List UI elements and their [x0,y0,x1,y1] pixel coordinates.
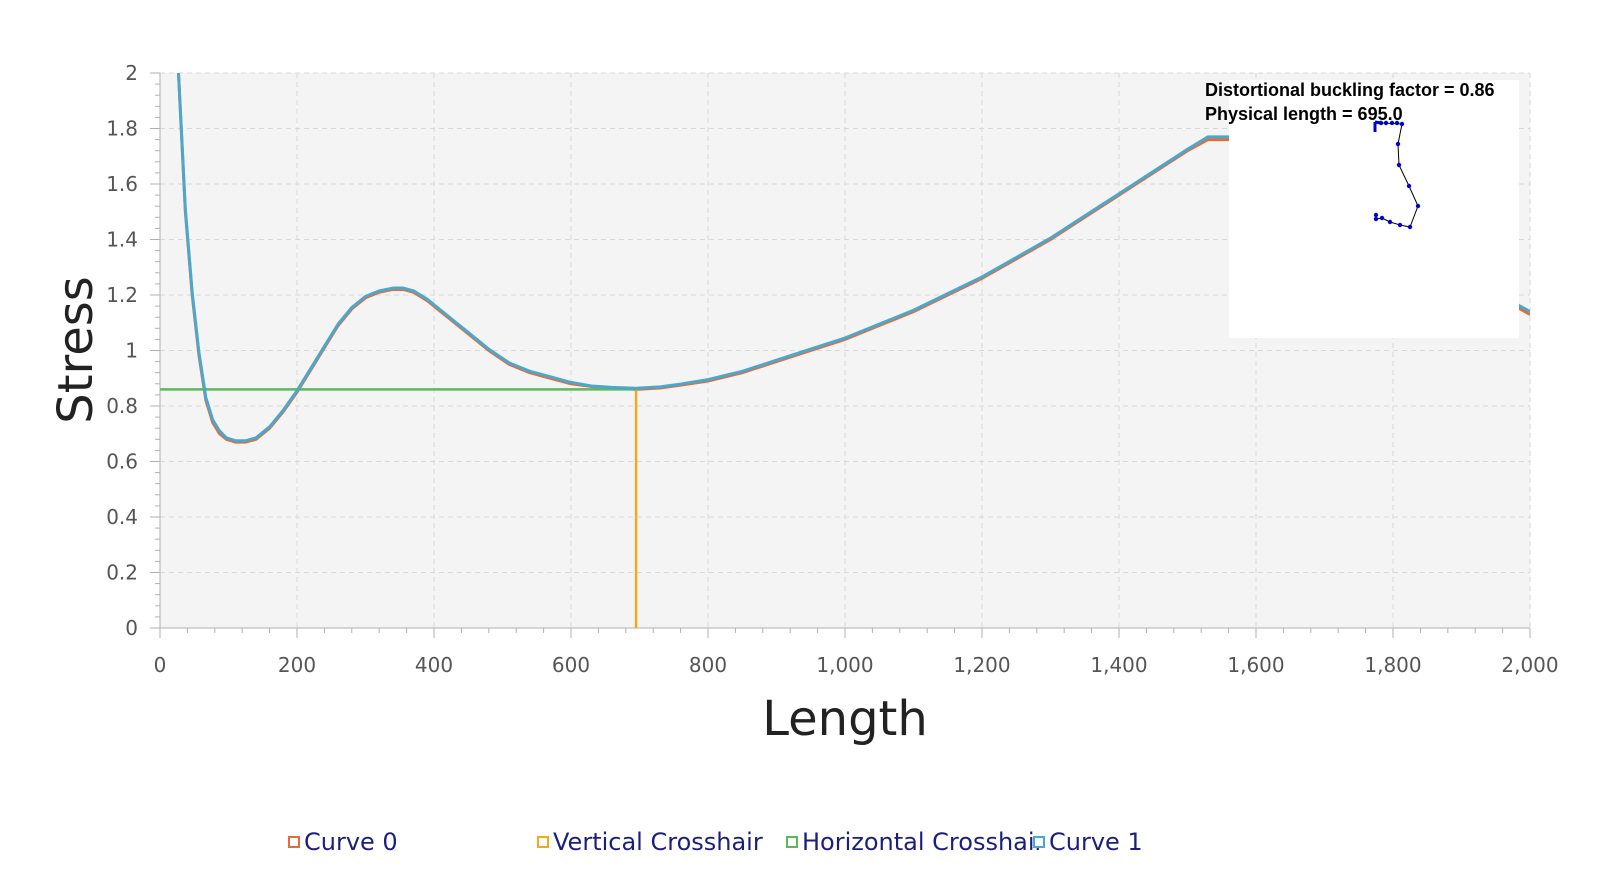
section-node [1378,120,1384,126]
section-node [1395,141,1401,147]
legend-swatch-icon [288,836,300,848]
y-tick-label: 0.2 [106,561,138,585]
x-tick-label: 2,000 [1501,653,1558,677]
legend-label: Vertical Crosshair [553,828,763,856]
x-tick-label: 800 [689,653,727,677]
section-node [1389,120,1395,126]
section-node [1397,222,1403,228]
x-tick-label: 1,000 [816,653,873,677]
legend-item-curve-0[interactable]: Curve 0 [288,828,398,856]
y-tick-label: 0.4 [106,505,138,529]
x-tick-label: 200 [278,653,316,677]
section-node [1373,212,1379,218]
mode-shape-inset: Distortional buckling factor = 0.86 Phys… [1205,80,1519,338]
annotation-line-1: Distortional buckling factor = 0.86 [1205,80,1495,100]
section-node [1379,215,1385,221]
y-tick-label: 0.8 [106,394,138,418]
legend-label: Horizontal Crosshair [802,828,1045,856]
y-tick-label: 0 [125,616,138,640]
section-node [1406,183,1412,189]
section-node [1394,120,1400,126]
section-node [1383,120,1389,126]
x-tick-label: 1,400 [1090,653,1147,677]
cross-section-shape [1373,120,1421,230]
series-group [160,73,1530,628]
legend: Curve 0 Vertical Crosshair Horizontal Cr… [0,828,1620,868]
legend-item-curve-1[interactable]: Curve 1 [1033,828,1143,856]
legend-item-vertical-crosshair[interactable]: Vertical Crosshair [537,828,763,856]
x-tick-label: 0 [154,653,167,677]
y-tick-label: 0.6 [106,450,138,474]
legend-label: Curve 1 [1049,828,1143,856]
y-tick-label: 2 [125,61,138,85]
legend-item-horizontal-crosshair[interactable]: Horizontal Crosshair [786,828,1044,856]
y-tick-label: 1.6 [106,172,138,196]
section-node [1387,219,1393,225]
y-tick-label: 1 [125,339,138,363]
x-tick-label: 1,200 [953,653,1010,677]
section-node [1399,121,1405,127]
section-node [1415,203,1421,209]
x-tick-label: 400 [415,653,453,677]
y-tick-label: 1.4 [106,228,138,252]
y-tick-label: 1.8 [106,117,138,141]
section-node [1396,162,1402,168]
series-line-curve-1 [177,73,1530,443]
y-axis-label: Stress [48,276,104,424]
y-tick-label: 1.2 [106,283,138,307]
annotation-line-2: Physical length = 695.0 [1205,104,1403,124]
section-node [1373,216,1379,222]
legend-swatch-icon [1033,836,1045,848]
x-axis-label: Length [762,691,928,747]
x-tick-label: 1,800 [1364,653,1421,677]
legend-swatch-icon [786,836,798,848]
section-node [1407,224,1413,230]
legend-swatch-icon [537,836,549,848]
axes: 0 0.2 0.4 0.6 0.8 1 1.2 1.4 1.6 1.8 2 0 200 400 600 800… [106,61,1558,677]
legend-label: Curve 0 [304,828,398,856]
x-tick-label: 1,600 [1227,653,1284,677]
grid [160,72,1531,628]
x-tick-label: 600 [552,653,590,677]
